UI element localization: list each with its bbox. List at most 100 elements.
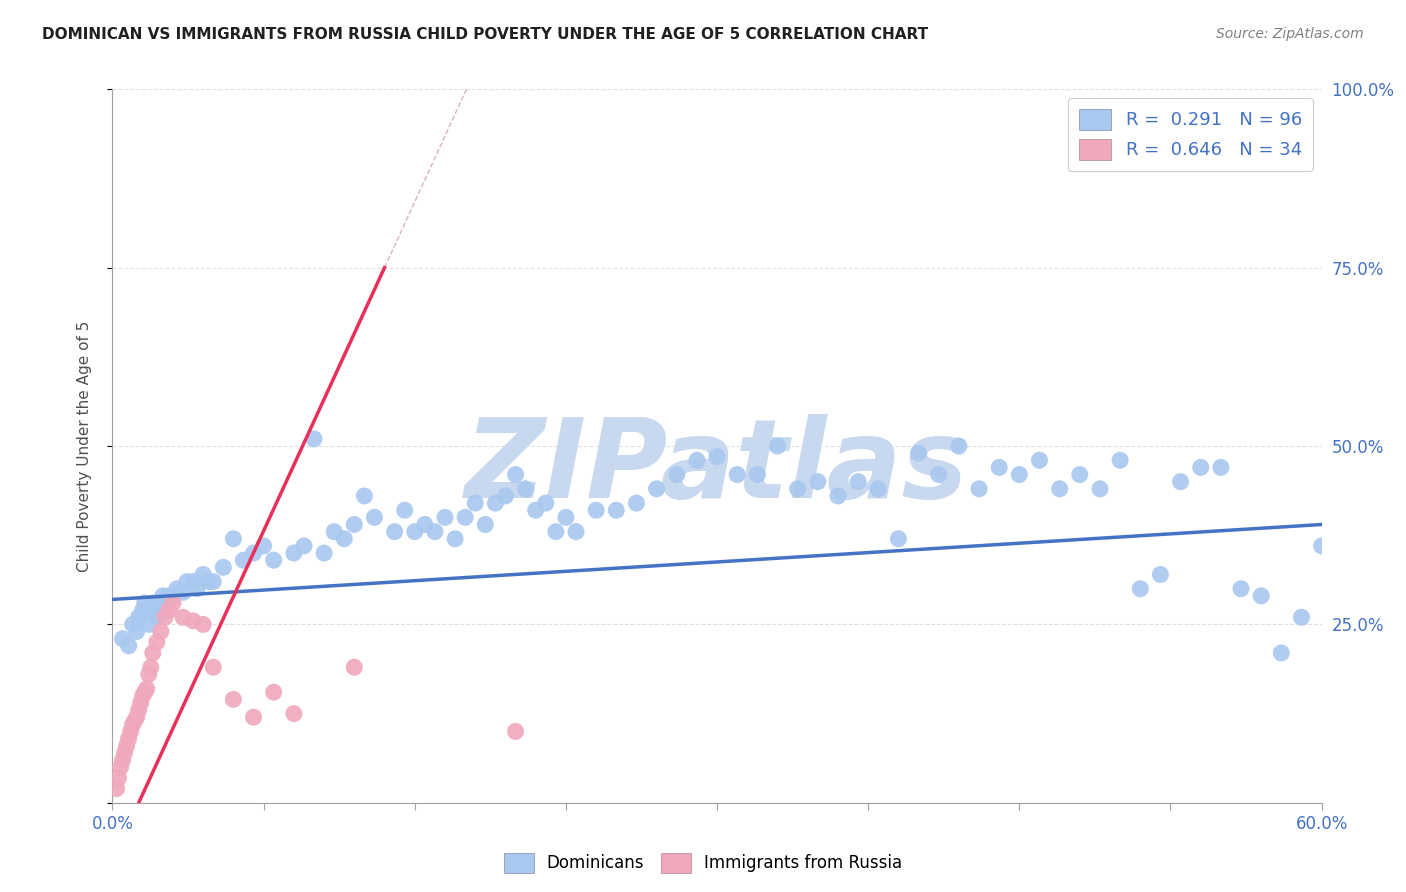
Point [394,503,416,517]
Point [404,524,426,539]
Point [129,696,152,710]
Point [766,439,789,453]
Point [138,617,160,632]
Point [263,553,285,567]
Point [128,703,150,717]
Point [146,635,169,649]
Point [263,685,285,699]
Point [786,482,808,496]
Point [413,517,436,532]
Point [384,524,406,539]
Point [105,781,128,796]
Point [176,574,198,589]
Point [1088,482,1111,496]
Point [928,467,950,482]
Point [166,582,188,596]
Point [343,660,366,674]
Point [134,685,156,699]
Point [505,724,527,739]
Point [191,567,214,582]
Point [153,610,176,624]
Point [181,614,204,628]
Point [124,714,146,728]
Point [162,589,184,603]
Point [128,610,150,624]
Point [142,646,165,660]
Point [107,771,129,785]
Point [1109,453,1132,467]
Point [544,524,567,539]
Point [202,574,225,589]
Point [111,632,134,646]
Point [706,450,728,464]
Point [142,603,165,617]
Point [343,517,366,532]
Point [232,553,254,567]
Point [157,603,180,617]
Point [157,589,180,603]
Text: Source: ZipAtlas.com: Source: ZipAtlas.com [1216,27,1364,41]
Point [120,724,142,739]
Point [152,603,174,617]
Point [152,589,174,603]
Point [283,706,305,721]
Point [464,496,486,510]
Point [868,482,890,496]
Point [212,560,235,574]
Point [484,496,506,510]
Point [988,460,1011,475]
Point [1129,582,1152,596]
Point [433,510,456,524]
Legend: R =  0.291   N = 96, R =  0.646   N = 34: R = 0.291 N = 96, R = 0.646 N = 34 [1067,98,1313,170]
Point [1291,610,1313,624]
Point [827,489,849,503]
Point [138,667,160,681]
Point [645,482,668,496]
Legend: Dominicans, Immigrants from Russia: Dominicans, Immigrants from Russia [496,847,910,880]
Point [907,446,929,460]
Point [121,617,143,632]
Point [363,510,385,524]
Point [1310,539,1333,553]
Point [110,760,132,774]
Point [132,689,155,703]
Point [515,482,537,496]
Point [117,731,139,746]
Point [626,496,648,510]
Point [121,717,143,731]
Point [524,503,547,517]
Point [1028,453,1050,467]
Point [191,617,214,632]
Point [148,596,170,610]
Point [967,482,990,496]
Point [505,467,527,482]
Point [807,475,830,489]
Point [125,710,148,724]
Point [725,467,748,482]
Point [1250,589,1272,603]
Point [312,546,335,560]
Point [114,746,136,760]
Point [135,681,157,696]
Point [534,496,557,510]
Point [149,624,172,639]
Point [117,639,139,653]
Point [132,603,155,617]
Point [454,510,477,524]
Point [1170,475,1192,489]
Point [1069,467,1091,482]
Point [292,539,315,553]
Text: DOMINICAN VS IMMIGRANTS FROM RUSSIA CHILD POVERTY UNDER THE AGE OF 5 CORRELATION: DOMINICAN VS IMMIGRANTS FROM RUSSIA CHIL… [42,27,928,42]
Point [125,624,148,639]
Point [333,532,356,546]
Point [1149,567,1171,582]
Point [423,524,446,539]
Point [1270,646,1292,660]
Point [353,489,375,503]
Point [198,574,221,589]
Point [747,467,769,482]
Point [846,475,869,489]
Point [1189,460,1212,475]
Point [302,432,325,446]
Point [172,585,194,599]
